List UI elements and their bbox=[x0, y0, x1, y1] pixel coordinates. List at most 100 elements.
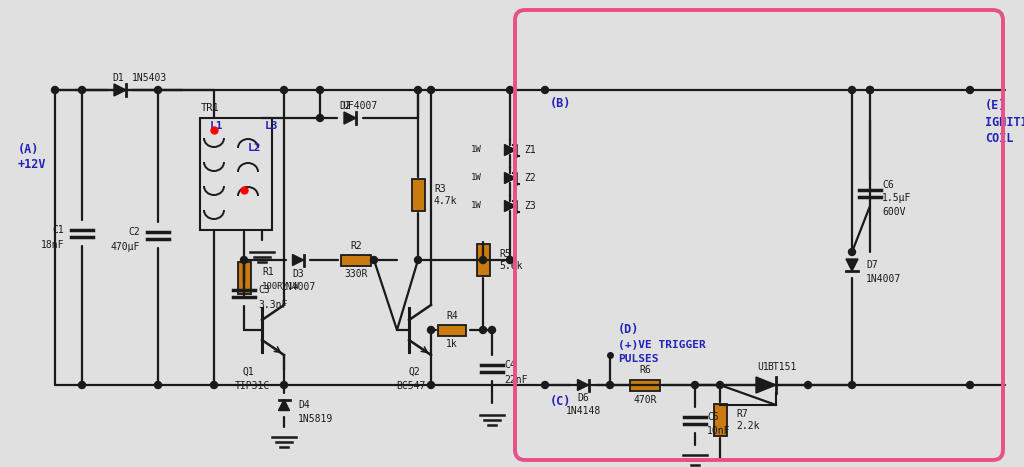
Circle shape bbox=[211, 382, 217, 389]
Text: 1N4148: 1N4148 bbox=[565, 406, 601, 416]
Text: 470µF: 470µF bbox=[111, 242, 140, 252]
Bar bbox=[438, 325, 466, 335]
Text: L3: L3 bbox=[265, 121, 279, 131]
Circle shape bbox=[606, 382, 613, 389]
Text: D3: D3 bbox=[292, 269, 304, 279]
Text: 2.2k: 2.2k bbox=[736, 421, 760, 431]
Text: L2: L2 bbox=[248, 143, 261, 153]
Circle shape bbox=[849, 248, 855, 255]
Circle shape bbox=[479, 326, 486, 333]
Circle shape bbox=[967, 382, 974, 389]
Text: 1k: 1k bbox=[446, 339, 458, 349]
Circle shape bbox=[427, 326, 434, 333]
Circle shape bbox=[849, 86, 855, 93]
Circle shape bbox=[805, 382, 811, 389]
Text: (C): (C) bbox=[550, 395, 571, 408]
Text: R2: R2 bbox=[350, 241, 361, 251]
Text: Q1: Q1 bbox=[242, 367, 254, 377]
Text: L1: L1 bbox=[210, 121, 223, 131]
Text: D6: D6 bbox=[578, 393, 589, 403]
Bar bbox=[341, 255, 371, 266]
Text: +12V: +12V bbox=[18, 158, 46, 171]
Polygon shape bbox=[293, 255, 303, 266]
Text: Z3: Z3 bbox=[524, 201, 536, 211]
Circle shape bbox=[316, 114, 324, 121]
Text: COIL: COIL bbox=[985, 132, 1014, 144]
Circle shape bbox=[427, 86, 434, 93]
Circle shape bbox=[281, 86, 288, 93]
Text: C2: C2 bbox=[128, 227, 140, 237]
Text: 1.5µF: 1.5µF bbox=[882, 193, 911, 203]
Text: BT151: BT151 bbox=[767, 362, 797, 372]
Circle shape bbox=[542, 382, 549, 389]
Text: 5.6k: 5.6k bbox=[499, 261, 522, 271]
Circle shape bbox=[281, 382, 288, 389]
Circle shape bbox=[79, 382, 85, 389]
Circle shape bbox=[967, 86, 974, 93]
Text: 100R/1W: 100R/1W bbox=[262, 282, 300, 290]
Text: 1N5403: 1N5403 bbox=[132, 73, 167, 83]
Text: U1: U1 bbox=[757, 362, 769, 372]
Text: 18nF: 18nF bbox=[41, 240, 63, 250]
Text: 1N4007: 1N4007 bbox=[866, 274, 901, 284]
Polygon shape bbox=[505, 144, 515, 156]
Text: (B): (B) bbox=[550, 98, 571, 111]
Text: 470R: 470R bbox=[633, 395, 656, 405]
Text: Q2: Q2 bbox=[409, 367, 420, 377]
Text: C3: C3 bbox=[258, 285, 269, 295]
Text: C4: C4 bbox=[504, 360, 516, 370]
Text: 1W: 1W bbox=[471, 174, 482, 183]
Text: R6: R6 bbox=[639, 365, 651, 375]
Text: PULSES: PULSES bbox=[618, 354, 658, 364]
Bar bbox=[200, 118, 272, 230]
Bar bbox=[714, 404, 726, 436]
Circle shape bbox=[507, 256, 513, 263]
Circle shape bbox=[542, 86, 549, 93]
Text: 1W: 1W bbox=[471, 146, 482, 155]
Text: BC547: BC547 bbox=[396, 381, 426, 391]
Text: IGNITION: IGNITION bbox=[985, 115, 1024, 128]
Text: D7: D7 bbox=[866, 260, 878, 270]
Circle shape bbox=[866, 86, 873, 93]
Polygon shape bbox=[756, 377, 776, 393]
Text: UF4007: UF4007 bbox=[342, 101, 378, 111]
Text: C1: C1 bbox=[52, 225, 63, 235]
Circle shape bbox=[479, 256, 486, 263]
Text: 22nF: 22nF bbox=[504, 375, 527, 385]
Text: D4: D4 bbox=[298, 400, 309, 410]
Text: Z1: Z1 bbox=[524, 145, 536, 155]
Text: 600V: 600V bbox=[882, 207, 905, 217]
Circle shape bbox=[866, 86, 873, 93]
Circle shape bbox=[507, 86, 513, 93]
Circle shape bbox=[717, 382, 724, 389]
Circle shape bbox=[155, 382, 162, 389]
Bar bbox=[238, 262, 251, 294]
Text: R7: R7 bbox=[736, 409, 748, 419]
Polygon shape bbox=[114, 84, 126, 96]
Text: Z2: Z2 bbox=[524, 173, 536, 183]
Text: (E): (E) bbox=[985, 99, 1007, 113]
Circle shape bbox=[316, 86, 324, 93]
Circle shape bbox=[79, 86, 85, 93]
Circle shape bbox=[691, 382, 698, 389]
Text: 1N4007: 1N4007 bbox=[281, 282, 315, 292]
Text: TIP31C: TIP31C bbox=[234, 381, 269, 391]
Bar bbox=[412, 179, 425, 211]
Circle shape bbox=[415, 86, 422, 93]
Text: 1W: 1W bbox=[471, 201, 482, 211]
Circle shape bbox=[415, 256, 422, 263]
Circle shape bbox=[427, 382, 434, 389]
Text: R4: R4 bbox=[446, 311, 458, 321]
Polygon shape bbox=[344, 112, 356, 124]
Polygon shape bbox=[578, 380, 589, 390]
Circle shape bbox=[241, 256, 248, 263]
Text: (D): (D) bbox=[618, 324, 639, 337]
Text: R3: R3 bbox=[434, 184, 445, 194]
Circle shape bbox=[488, 326, 496, 333]
Text: (+)VE TRIGGER: (+)VE TRIGGER bbox=[618, 340, 706, 350]
Circle shape bbox=[51, 86, 58, 93]
Bar bbox=[476, 244, 489, 276]
Text: R1: R1 bbox=[262, 267, 273, 277]
Circle shape bbox=[849, 382, 855, 389]
Text: 1N5819: 1N5819 bbox=[298, 414, 333, 424]
